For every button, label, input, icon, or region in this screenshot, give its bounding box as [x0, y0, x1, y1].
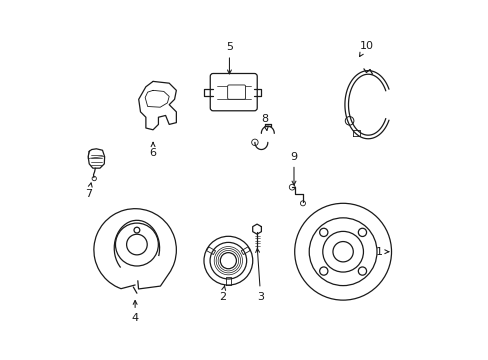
FancyBboxPatch shape — [227, 85, 245, 99]
Text: 3: 3 — [255, 248, 264, 302]
Text: 9: 9 — [290, 152, 297, 185]
Text: 6: 6 — [149, 142, 156, 158]
Text: 10: 10 — [359, 41, 373, 57]
FancyBboxPatch shape — [210, 73, 257, 111]
Text: 5: 5 — [225, 42, 232, 74]
Text: 8: 8 — [261, 114, 268, 130]
Text: 7: 7 — [85, 183, 92, 199]
Text: 4: 4 — [131, 301, 139, 323]
Text: 2: 2 — [218, 286, 225, 302]
Text: 1: 1 — [375, 247, 388, 257]
